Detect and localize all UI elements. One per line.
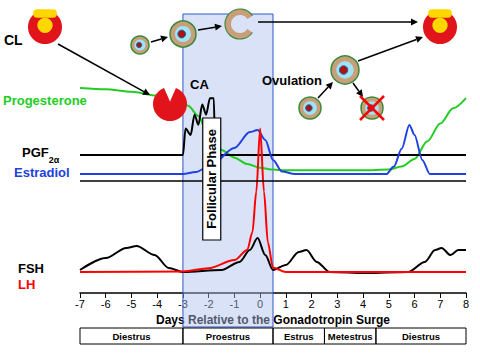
svg-text:-4: -4 (152, 298, 162, 310)
svg-text:LH: LH (18, 277, 35, 292)
svg-text:3: 3 (334, 298, 340, 310)
svg-text:Metestrus: Metestrus (328, 331, 373, 342)
svg-text:2: 2 (309, 298, 315, 310)
svg-text:CA: CA (190, 77, 209, 92)
svg-text:7: 7 (437, 298, 443, 310)
svg-text:2α: 2α (49, 155, 60, 165)
svg-text:Follicular Phase: Follicular Phase (204, 129, 219, 229)
svg-text:4: 4 (360, 298, 366, 310)
svg-text:-6: -6 (101, 298, 111, 310)
svg-text:-7: -7 (75, 298, 85, 310)
svg-text:PGF: PGF (22, 145, 49, 160)
svg-text:Diestrus: Diestrus (112, 331, 150, 342)
svg-text:Estrus: Estrus (284, 331, 314, 342)
svg-text:Ovulation: Ovulation (262, 73, 322, 88)
svg-text:Estradiol: Estradiol (14, 165, 70, 180)
svg-text:Progesterone: Progesterone (3, 93, 87, 108)
svg-text:Proestrus: Proestrus (206, 331, 250, 342)
svg-text:5: 5 (386, 298, 392, 310)
svg-text:Diestrus: Diestrus (402, 331, 440, 342)
svg-text:1: 1 (283, 298, 289, 310)
svg-text:8: 8 (463, 298, 469, 310)
svg-text:CL: CL (4, 32, 23, 48)
svg-text:6: 6 (411, 298, 417, 310)
svg-text:-5: -5 (127, 298, 137, 310)
svg-text:FSH: FSH (18, 261, 44, 276)
